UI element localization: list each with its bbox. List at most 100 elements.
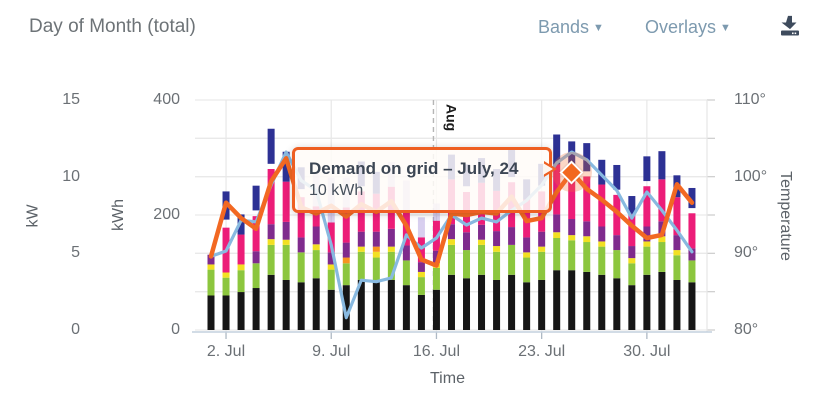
bar-segment-purple[interactable]: [583, 221, 591, 237]
bar-segment-purple[interactable]: [357, 231, 365, 247]
bar-segment-yellow[interactable]: [282, 239, 290, 245]
bar-segment-green[interactable]: [493, 251, 501, 280]
bar-segment-blue[interactable]: [252, 185, 260, 211]
bar-segment-yellow[interactable]: [628, 258, 636, 264]
bar-segment-yellow[interactable]: [387, 246, 395, 252]
bar-segment-yellow[interactable]: [417, 271, 425, 278]
bar-segment-green[interactable]: [478, 244, 486, 275]
bar-segment-blue[interactable]: [658, 151, 666, 180]
bar-segment-pink[interactable]: [628, 213, 636, 247]
bar-segment-green[interactable]: [688, 260, 696, 283]
bar-segment-green[interactable]: [282, 244, 290, 280]
bar-segment-green[interactable]: [267, 244, 275, 275]
bar-segment-black[interactable]: [222, 295, 230, 331]
bar-segment-black[interactable]: [598, 274, 606, 330]
bar-segment-purple[interactable]: [643, 226, 651, 242]
bar-segment-purple[interactable]: [432, 250, 440, 263]
bar-segment-black[interactable]: [342, 285, 350, 330]
bar-segment-blue[interactable]: [598, 159, 606, 185]
bar-segment-purple[interactable]: [568, 219, 576, 236]
bar-segment-green[interactable]: [252, 263, 260, 289]
bar-segment-yellow[interactable]: [493, 246, 501, 252]
bar-segment-black[interactable]: [493, 279, 501, 330]
bar-segment-pink[interactable]: [342, 207, 350, 243]
bar-segment-pink[interactable]: [673, 197, 681, 236]
bar-segment-green[interactable]: [297, 252, 305, 283]
bar-segment-black[interactable]: [282, 279, 290, 330]
bar-segment-green[interactable]: [207, 269, 215, 296]
bar-segment-yellow[interactable]: [222, 272, 230, 278]
bar-segment-green[interactable]: [237, 270, 245, 293]
bar-segment-purple[interactable]: [417, 262, 425, 272]
bar-segment-black[interactable]: [387, 279, 395, 330]
bar-segment-blue[interactable]: [267, 128, 275, 164]
bar-segment-purple[interactable]: [553, 214, 561, 233]
bar-segment-black[interactable]: [252, 288, 260, 330]
bar-segment-yellow[interactable]: [237, 264, 245, 271]
bar-segment-yellow[interactable]: [568, 235, 576, 241]
bar-segment-pink[interactable]: [237, 234, 245, 265]
bar-segment-yellow[interactable]: [372, 251, 380, 258]
bar-segment-purple[interactable]: [312, 226, 320, 245]
bar-segment-green[interactable]: [372, 257, 380, 283]
bar-segment-blue[interactable]: [237, 214, 245, 235]
bar-segment-pink[interactable]: [312, 206, 320, 227]
bar-segment-black[interactable]: [357, 279, 365, 330]
download-button[interactable]: [777, 13, 803, 39]
bar-segment-green[interactable]: [628, 263, 636, 286]
bar-segment-purple[interactable]: [207, 254, 215, 265]
bar-segment-black[interactable]: [327, 289, 335, 330]
bar-segment-purple[interactable]: [372, 231, 380, 247]
bar-segment-black[interactable]: [478, 274, 486, 330]
bar-segment-purple[interactable]: [538, 231, 546, 247]
bar-segment-pink[interactable]: [297, 197, 305, 238]
bar-segment-blue[interactable]: [568, 141, 576, 172]
bar-segment-pink[interactable]: [688, 213, 696, 249]
bar-segment-black[interactable]: [312, 278, 320, 330]
demand-on-grid-line[interactable]: [208, 156, 695, 268]
bar-segment-purple[interactable]: [402, 245, 410, 261]
bar-segment-green[interactable]: [342, 263, 350, 286]
bar-segment-purple[interactable]: [598, 226, 606, 242]
bar-segment-green[interactable]: [523, 257, 531, 283]
bar-segment-pink[interactable]: [583, 176, 591, 222]
bar-segment-green[interactable]: [463, 250, 471, 279]
bar-segment-blue[interactable]: [688, 187, 696, 209]
bar-segment-black[interactable]: [237, 292, 245, 330]
bar-segment-blue[interactable]: [553, 134, 561, 165]
bar-segment-purple[interactable]: [613, 235, 621, 251]
bar-segment-black[interactable]: [432, 289, 440, 330]
bar-segment-purple[interactable]: [523, 237, 531, 253]
bar-segment-black[interactable]: [523, 282, 531, 330]
bar-segment-purple[interactable]: [493, 231, 501, 247]
bar-segment-yellow[interactable]: [583, 236, 591, 243]
bar-segment-pink[interactable]: [613, 194, 621, 236]
bar-segment-green[interactable]: [538, 251, 546, 280]
overlays-dropdown[interactable]: Overlays ▼: [645, 17, 731, 38]
bar-segment-yellow[interactable]: [447, 239, 455, 245]
bar-segment-black[interactable]: [417, 294, 425, 330]
bar-segment-green[interactable]: [613, 250, 621, 279]
bar-segment-purple[interactable]: [327, 252, 335, 265]
bar-segment-pink[interactable]: [598, 184, 606, 227]
bar-segment-green[interactable]: [553, 238, 561, 271]
bar-segment-green[interactable]: [658, 242, 666, 272]
bar-segment-orange[interactable]: [372, 246, 380, 252]
bar-segment-blue[interactable]: [613, 164, 621, 190]
bar-segment-pink[interactable]: [643, 186, 651, 227]
bar-segment-green[interactable]: [312, 250, 320, 279]
bar-segment-purple[interactable]: [297, 237, 305, 253]
bar-segment-yellow[interactable]: [312, 244, 320, 251]
bar-segment-black[interactable]: [553, 270, 561, 330]
bar-segment-yellow[interactable]: [327, 264, 335, 270]
bar-segment-pink[interactable]: [417, 237, 425, 263]
bar-segment-black[interactable]: [297, 282, 305, 330]
bar-segment-green[interactable]: [643, 246, 651, 275]
bar-segment-yellow[interactable]: [673, 250, 681, 256]
bar-segment-yellow[interactable]: [553, 232, 561, 238]
bands-dropdown[interactable]: Bands ▼: [538, 17, 604, 38]
bar-segment-green[interactable]: [583, 242, 591, 272]
bar-segment-pink[interactable]: [267, 169, 275, 225]
bar-segment-yellow[interactable]: [523, 252, 531, 258]
